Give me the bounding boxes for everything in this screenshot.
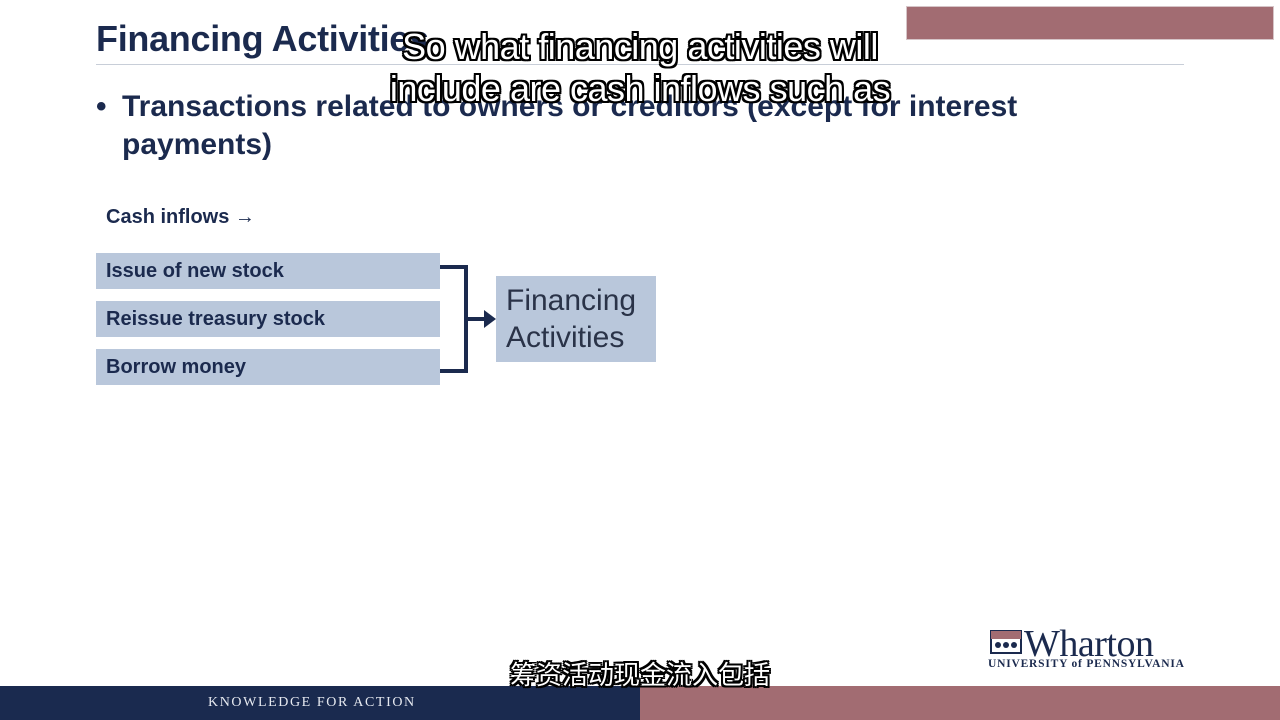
slide-title: Financing Activities — [96, 18, 429, 59]
footer-tagline: KNOWLEDGE FOR ACTION — [208, 695, 416, 710]
target-line-1: Financing — [506, 284, 637, 317]
wharton-wordmark: Wharton — [1024, 623, 1154, 665]
bullet-point: • Transactions related to owners or cred… — [96, 88, 1106, 164]
inflow-item-borrow-money: Borrow money — [96, 349, 440, 385]
financing-activities-box: Financing Activities — [496, 276, 656, 362]
wharton-logo: Wharton UNIVERSITY of PENNSYLVANIA — [986, 623, 1192, 674]
english-subtitle-line-1: So what financing activities will — [402, 26, 878, 67]
top-accent-bar — [906, 6, 1274, 40]
english-subtitle-line-2: include are cash inflows such as — [389, 68, 891, 109]
inflow-item-reissue-treasury: Reissue treasury stock — [96, 301, 440, 337]
title-divider — [96, 64, 1184, 65]
cash-inflows-label: Cash inflows → — [106, 206, 255, 228]
footer-bar-navy — [0, 686, 640, 720]
bullet-text: Transactions related to owners or credit… — [122, 90, 1018, 161]
chinese-subtitle: 筹资活动现金流入包括 — [509, 661, 770, 691]
upenn-wordmark: UNIVERSITY of PENNSYLVANIA — [988, 658, 1185, 670]
bracket-arrow-icon — [440, 265, 496, 373]
bullet-dot-icon: • — [96, 90, 107, 123]
footer-bar-maroon — [640, 686, 1280, 720]
penn-shield-icon — [990, 630, 1022, 654]
english-subtitle: So what financing activities will includ… — [340, 26, 940, 110]
inflow-item-issue-stock: Issue of new stock — [96, 253, 440, 289]
target-line-2: Activities — [506, 321, 625, 354]
